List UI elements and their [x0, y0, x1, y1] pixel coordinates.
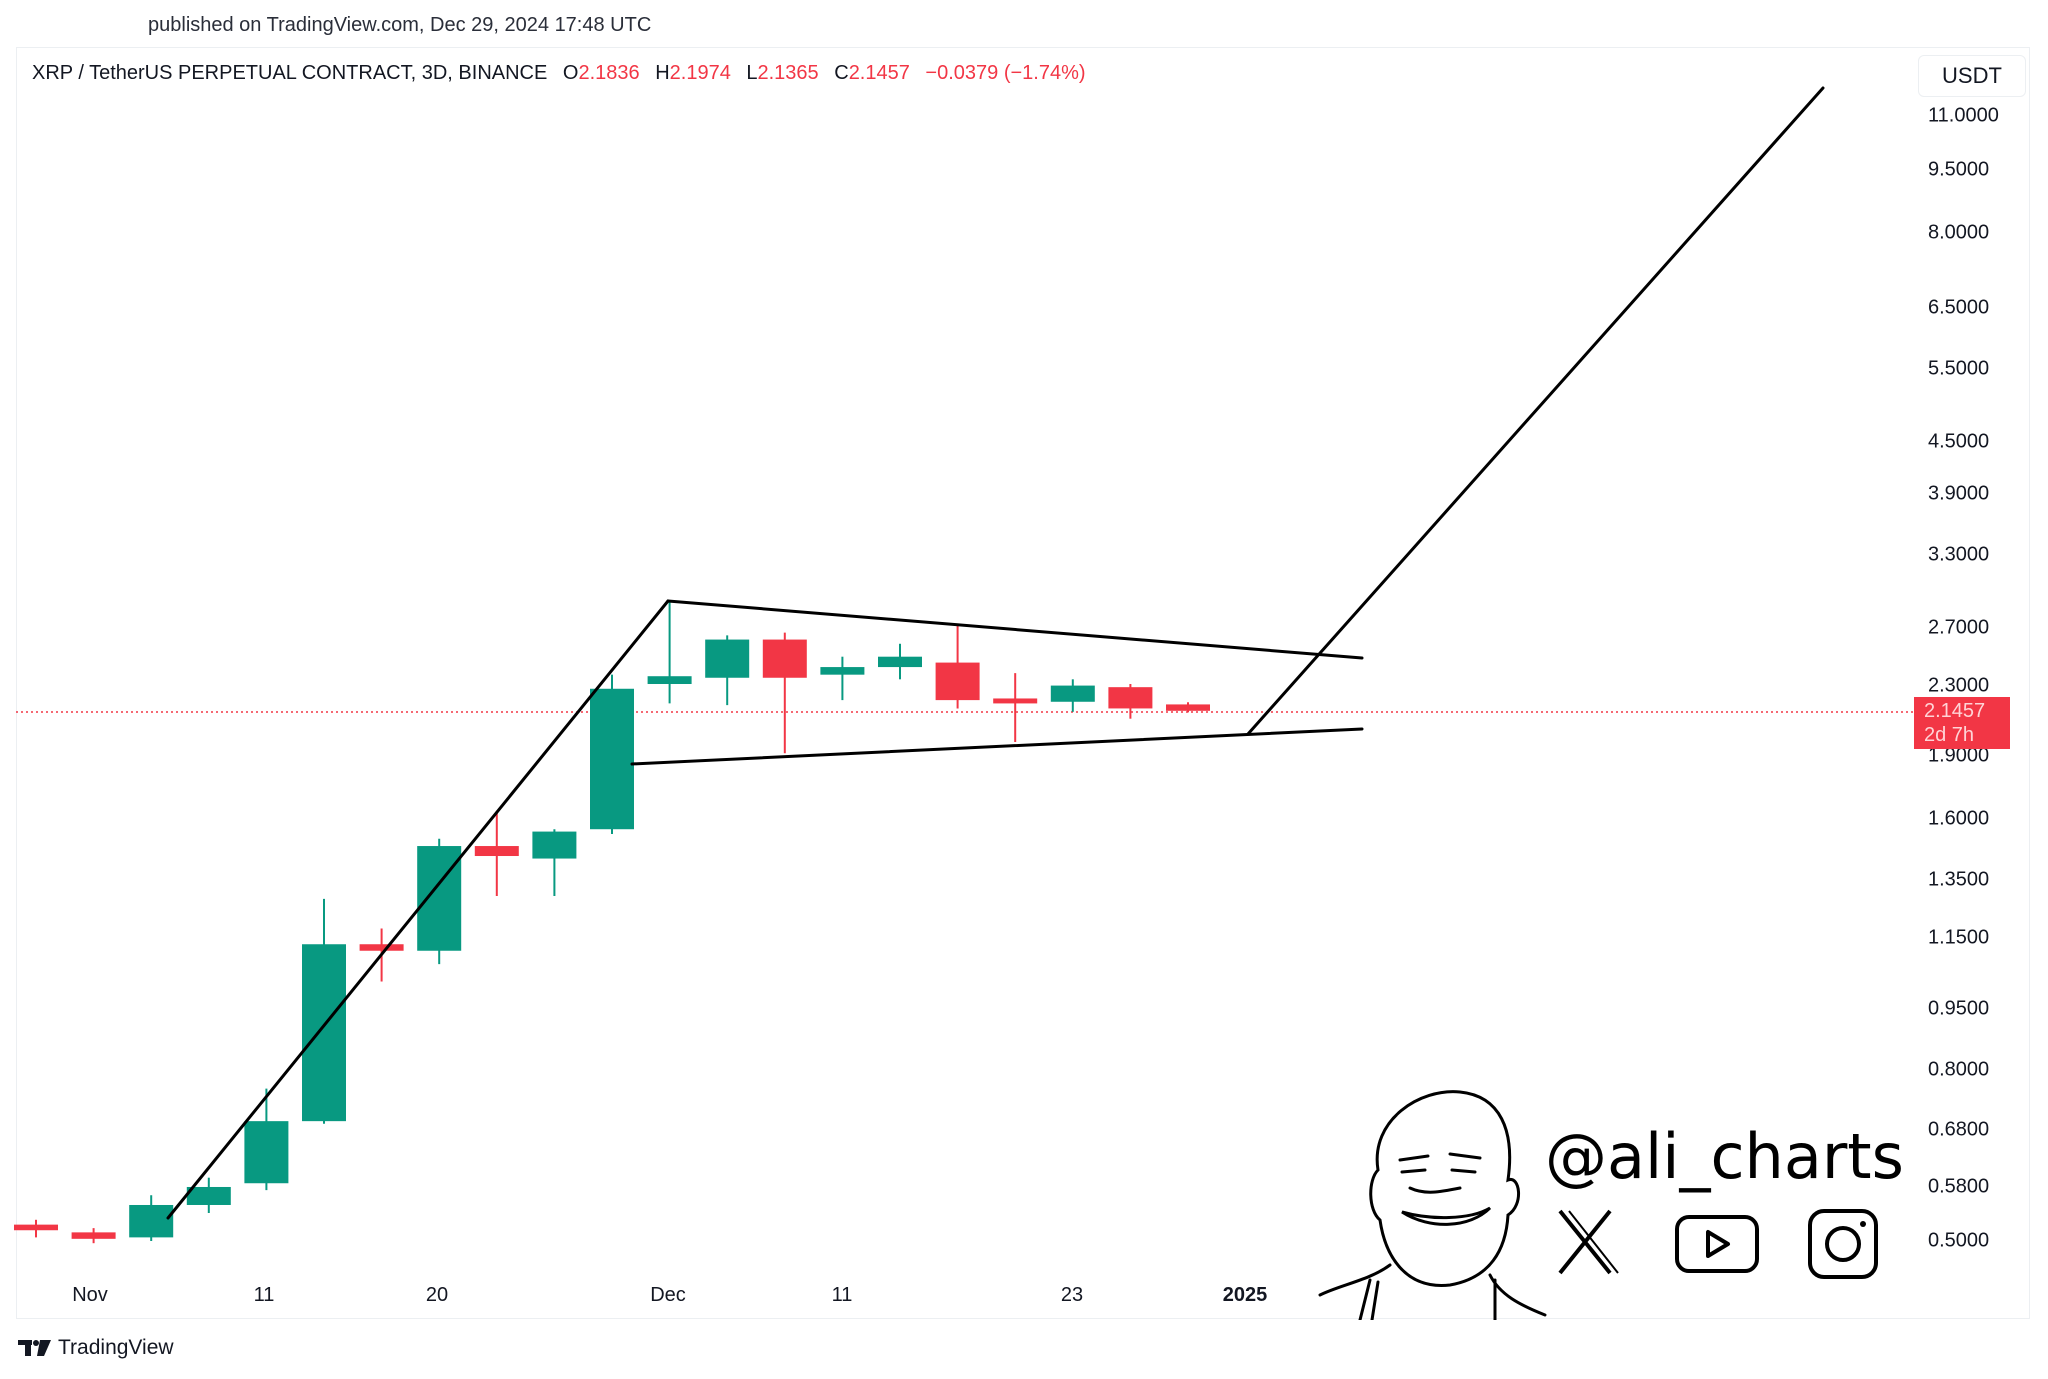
- candle-down[interactable]: [762, 639, 807, 678]
- price-tick: 1.9000: [1928, 744, 1990, 767]
- last-price-value: 2.1457: [1924, 700, 1986, 722]
- bar-countdown: 2d 7h: [1924, 724, 1975, 746]
- price-tick: 0.8000: [1928, 1058, 1990, 1081]
- candle-up[interactable]: [302, 944, 346, 1122]
- price-tick: 1.6000: [1928, 807, 1990, 830]
- time-tick: 20: [425, 1284, 449, 1306]
- price-tick: 3.3000: [1928, 543, 1990, 566]
- candles: [14, 599, 1210, 1244]
- candle-down[interactable]: [935, 662, 980, 701]
- candle-up[interactable]: [705, 639, 750, 678]
- pennant-upper-line: [666, 599, 1364, 660]
- price-tick: 0.5800: [1928, 1175, 1990, 1198]
- price-tick: 1.1500: [1928, 926, 1990, 949]
- candle-up[interactable]: [244, 1121, 289, 1184]
- time-tick: Nov: [72, 1284, 108, 1306]
- breakout-projection-line: [1246, 86, 1825, 736]
- symbol-legend: XRP / TetherUS PERPETUAL CONTRACT, 3D, B…: [32, 62, 1086, 85]
- symbol-title: XRP / TetherUS PERPETUAL CONTRACT, 3D, B…: [32, 62, 548, 84]
- x-icon: [1558, 1209, 1619, 1275]
- watermark-handle: @ali_charts: [1545, 1120, 1904, 1193]
- candle-down[interactable]: [1108, 687, 1153, 709]
- price-tick: 5.5000: [1928, 357, 1990, 380]
- tradingview-brand: TradingView: [58, 1336, 174, 1359]
- candle-up[interactable]: [186, 1186, 231, 1205]
- candle-up[interactable]: [532, 831, 577, 859]
- candle-up[interactable]: [878, 656, 922, 668]
- published-caption: published on TradingView.com, Dec 29, 20…: [148, 14, 652, 36]
- last-price-tag: 2.1457 2d 7h: [1914, 697, 2010, 749]
- pattern-lines: [166, 86, 1825, 1220]
- candle-up[interactable]: [647, 676, 692, 685]
- pennant-lower-line: [630, 727, 1364, 766]
- candle-down[interactable]: [359, 944, 404, 951]
- candle-up[interactable]: [590, 688, 634, 830]
- change-value: −0.0379 (−1.74%): [925, 62, 1086, 84]
- time-tick: Dec: [650, 1284, 686, 1306]
- candle-down[interactable]: [71, 1232, 116, 1239]
- candle-down[interactable]: [14, 1224, 58, 1231]
- currency-button[interactable]: USDT: [1918, 55, 2026, 97]
- close-value: 2.1457: [848, 62, 910, 84]
- price-tick: 8.0000: [1928, 221, 1990, 244]
- high-label: H: [655, 62, 670, 84]
- close-label: C: [834, 62, 849, 84]
- time-tick: 11: [831, 1284, 853, 1306]
- price-tick: 9.5000: [1928, 158, 1990, 181]
- candle-down[interactable]: [1166, 704, 1210, 711]
- candle-up[interactable]: [417, 846, 462, 951]
- price-tick: 0.5000: [1928, 1229, 1990, 1252]
- time-tick: 23: [1060, 1284, 1084, 1306]
- flagpole-line: [166, 599, 670, 1220]
- open-value: 2.1836: [578, 62, 640, 84]
- low-value: 2.1365: [757, 62, 819, 84]
- youtube-icon: [1675, 1215, 1759, 1273]
- high-value: 2.1974: [669, 62, 731, 84]
- price-tick: 0.9500: [1928, 997, 1990, 1020]
- price-tick: 2.3000: [1928, 674, 1990, 697]
- social-icons: [1558, 1209, 1878, 1279]
- candle-up[interactable]: [129, 1204, 174, 1238]
- price-tick: 0.6800: [1928, 1118, 1990, 1141]
- tradingview-logo-icon: [18, 1340, 51, 1356]
- price-tick: 6.5000: [1928, 296, 1990, 319]
- candle-down[interactable]: [993, 698, 1038, 704]
- low-label: L: [746, 62, 758, 84]
- chart-frame[interactable]: [16, 47, 2030, 1319]
- candle-up[interactable]: [820, 667, 865, 675]
- tradingview-logo[interactable]: TradingView: [18, 1336, 174, 1360]
- instagram-icon: [1808, 1209, 1878, 1279]
- time-tick: 2025: [1222, 1284, 1268, 1306]
- candle-down[interactable]: [474, 846, 519, 857]
- price-tick: 2.7000: [1928, 616, 1990, 639]
- ali-charts-avatar: [1318, 1090, 1547, 1320]
- price-tick: 3.9000: [1928, 482, 1990, 505]
- price-tick: 11.0000: [1928, 104, 1999, 127]
- candle-up[interactable]: [1050, 685, 1095, 702]
- open-label: O: [562, 62, 579, 84]
- time-tick: 11: [253, 1284, 275, 1306]
- price-tick: 1.3500: [1928, 868, 1990, 891]
- price-tick: 4.5000: [1928, 430, 1990, 453]
